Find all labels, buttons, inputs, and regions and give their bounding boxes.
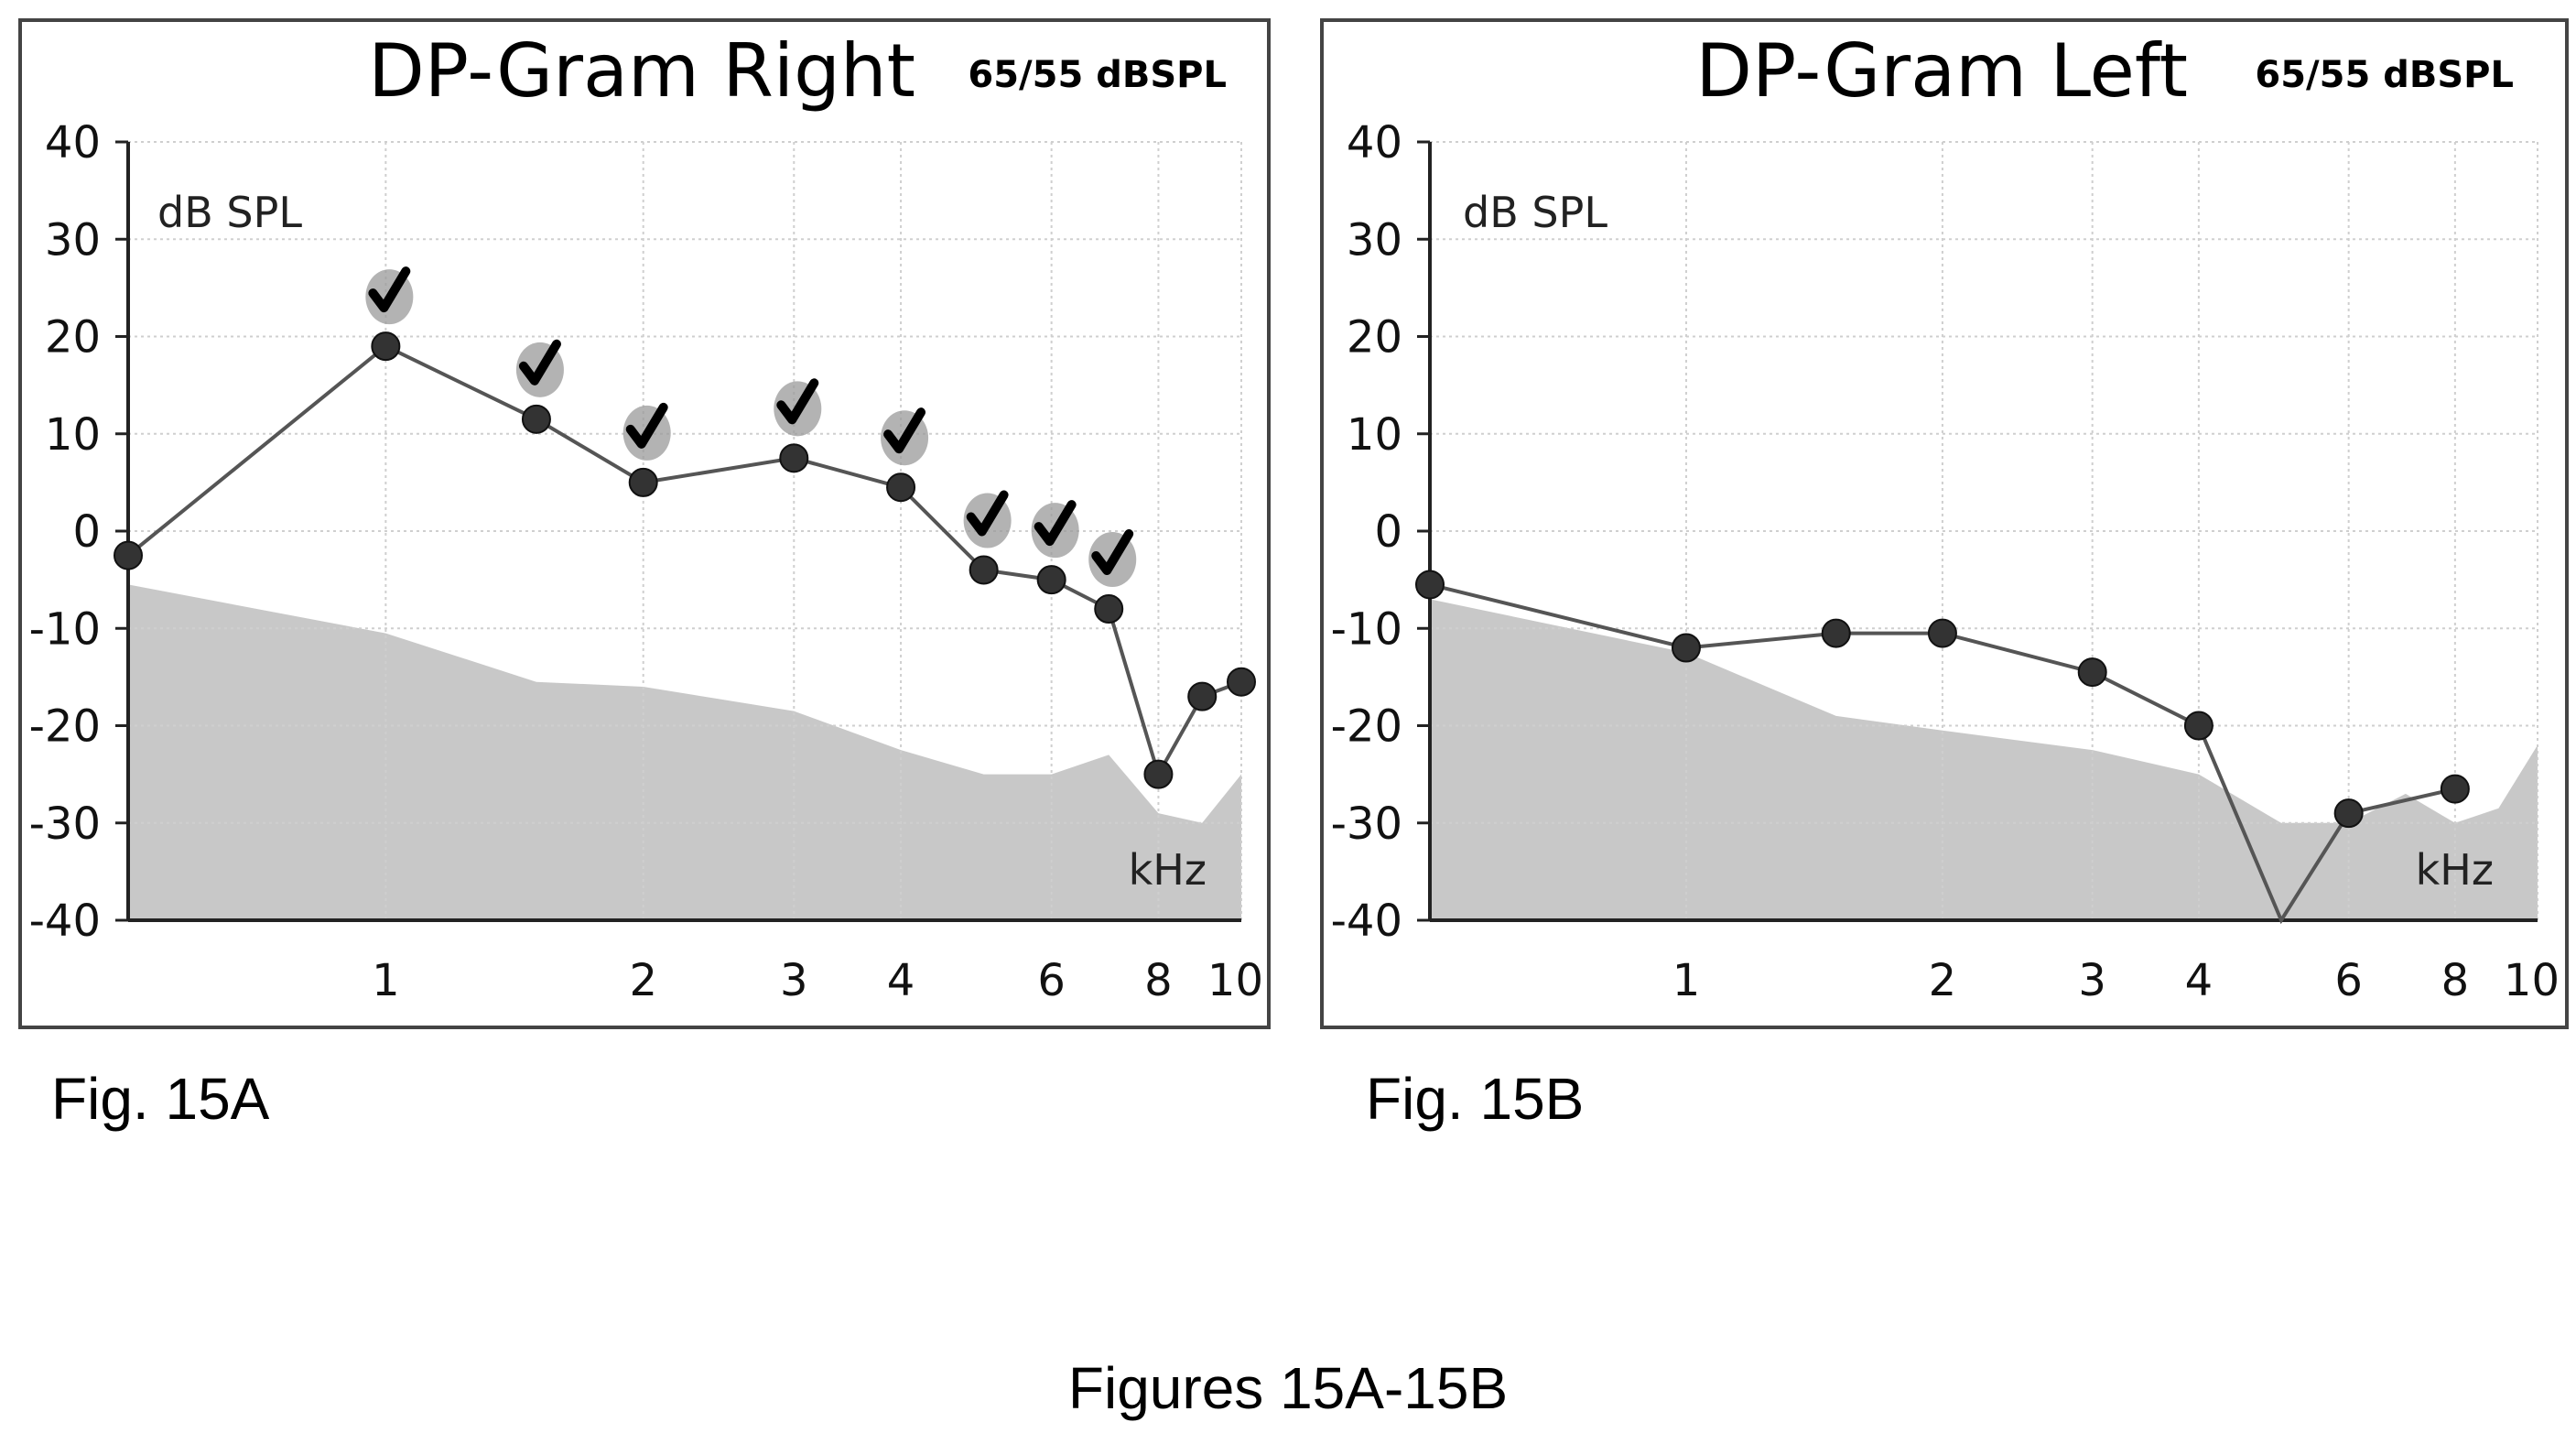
y-tick-label: -30 [29,798,101,850]
x-tick-label: 3 [2078,955,2106,1006]
check-mark [625,402,668,449]
y-tick-label: -40 [29,896,101,947]
pass-check-icon [365,266,414,325]
data-point [1415,570,1445,600]
check-mark [1091,529,1134,575]
pass-check-icon [515,339,564,397]
data-point [628,467,658,497]
y-tick-label: 10 [45,409,101,461]
plot-area: 40 30 20 10 0 -10 -20 -30 -40 1 2 3 4 6 8 10 [1331,117,2560,1006]
y-tick-label: -30 [1331,798,1402,850]
x-axis-label: kHz [2416,845,2494,895]
data-point [886,472,916,503]
chart-title: DP-Gram Right [368,28,915,114]
chart-right: DP-Gram Right 65/55 dBSPL 40 30 20 10 0 -10 -2… [18,18,1271,1029]
data-point [1143,759,1174,789]
y-tick-label: 30 [45,214,101,266]
series-line [126,343,1242,779]
data-point [969,555,999,585]
y-tick-label: 10 [1347,409,1402,461]
x-tick-label: 4 [887,955,915,1006]
x-tick-label: 1 [1672,955,1701,1006]
check-mark [1034,500,1077,547]
plot-area: 40 30 20 10 0 -10 -20 -30 -40 1 2 3 4 6 8 10 [29,117,1263,1006]
y-tick-label: -10 [29,603,101,655]
pass-check-icon [963,490,1012,548]
data-point [1094,594,1124,624]
x-tick-label: 4 [2185,955,2213,1006]
data-point [2333,798,2364,829]
data-point [371,331,401,362]
x-tick-label: 6 [1037,955,1066,1006]
page-caption: Figures 15A-15B [1068,1355,1508,1421]
y-tick-label: 40 [45,117,101,168]
y-tick-label: 0 [72,506,101,558]
x-tick-label: 10 [2504,955,2560,1006]
y-axis-label: dB SPL [1463,188,1607,237]
figure-label: Fig. 15B [1366,1066,1584,1132]
chart-subtitle: 65/55 dBSPL [2255,54,2514,96]
y-tick-label: 30 [1347,214,1402,266]
x-tick-label: 6 [2334,955,2363,1006]
y-tick-label: 0 [1374,506,1402,558]
data-point [2183,711,2213,741]
data-point [1036,565,1066,595]
check-mark [518,339,561,385]
y-axis-label: dB SPL [157,188,302,237]
noise-floor-area [128,584,1241,920]
pass-check-icon [1031,500,1079,559]
chart-left: DP-Gram Left 65/55 dBSPL 40 30 20 10 0 -10 -20… [1320,18,2569,1029]
x-tick-label: 8 [1144,955,1173,1006]
pass-check-icon [881,407,929,466]
data-point [1821,618,1851,648]
data-point [779,443,809,473]
data-point [1187,681,1218,711]
noise-floor-area [1430,599,2538,920]
x-tick-label: 10 [1207,955,1263,1006]
pass-check-icon [1088,529,1137,587]
x-tick-label: 2 [1929,955,1957,1006]
y-tick-label: -10 [1331,603,1402,655]
check-mark [883,407,926,454]
pass-check-icon [622,402,671,461]
x-tick-label: 2 [629,955,657,1006]
data-point [1227,667,1256,697]
data-point [114,540,143,570]
y-tick-label: -20 [1331,701,1402,753]
data-point [1927,618,1957,648]
pass-check-icon [774,378,822,437]
y-tick-label: -40 [1331,896,1402,947]
y-tick-label: 20 [45,312,101,364]
figure-label: Fig. 15A [51,1066,270,1132]
x-tick-label: 1 [372,955,400,1006]
check-mark [966,490,1009,537]
data-point [2077,657,2107,688]
data-point [1671,633,1701,663]
x-axis-label: kHz [1129,845,1207,895]
y-tick-label: 40 [1347,117,1402,168]
y-tick-label: -20 [29,701,101,753]
data-point [521,404,551,434]
data-point [2440,774,2470,804]
chart-subtitle: 65/55 dBSPL [968,54,1227,96]
chart-title: DP-Gram Left [1695,28,2188,114]
x-tick-label: 8 [2441,955,2470,1006]
check-mark [368,266,411,313]
x-tick-label: 3 [780,955,808,1006]
y-tick-label: 20 [1347,312,1402,364]
check-mark [776,378,819,425]
